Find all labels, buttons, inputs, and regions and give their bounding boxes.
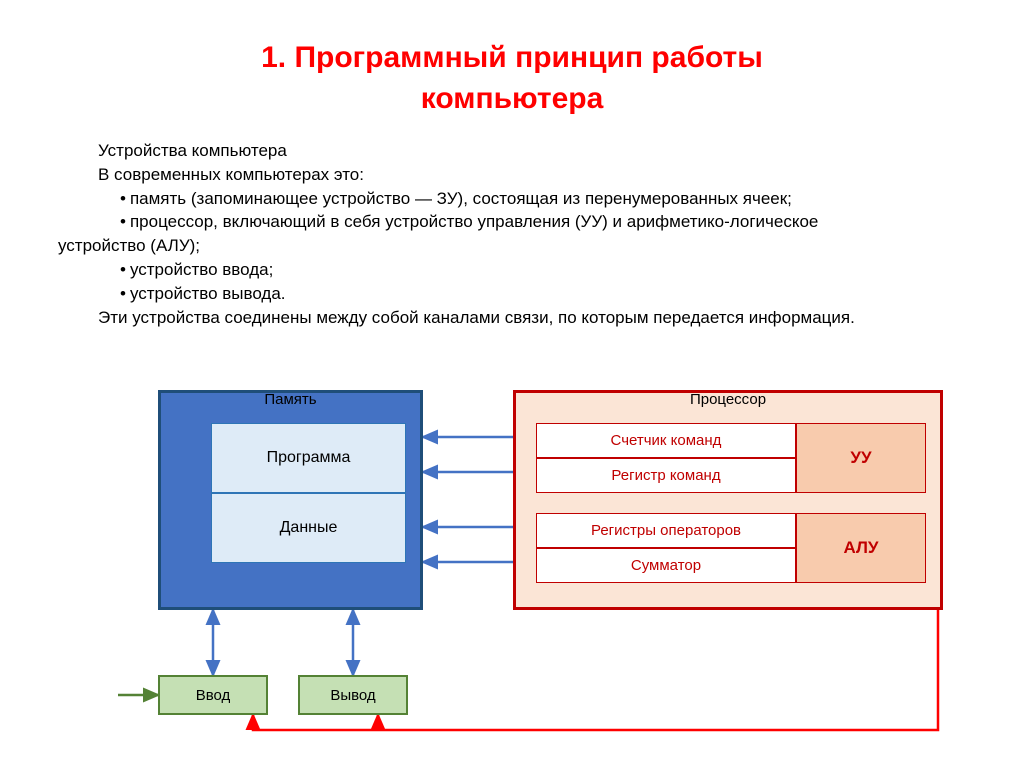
- memory-box-1: Данные: [211, 493, 406, 563]
- processor-side-1: АЛУ: [796, 513, 926, 583]
- text-bullet-1: память (запоминающее устройство — ЗУ), с…: [58, 187, 966, 211]
- processor-side-0: УУ: [796, 423, 926, 493]
- text-bullet-4: устройство вывода.: [58, 282, 966, 306]
- io-box-1: Вывод: [298, 675, 408, 715]
- text-bullet-2b: устройство (АЛУ);: [58, 234, 966, 258]
- processor-row-3: Сумматор: [536, 548, 796, 583]
- processor-title: Процессор: [516, 391, 940, 408]
- processor-row-1: Регистр команд: [536, 458, 796, 493]
- text-bullet-3: устройство ввода;: [58, 258, 966, 282]
- text-line-2: В современных компьютерах это:: [58, 163, 966, 187]
- processor-block: Процессор Счетчик командРегистр команд Ре…: [513, 390, 943, 610]
- io-box-0: Ввод: [158, 675, 268, 715]
- memory-title: Память: [161, 391, 420, 408]
- diagram: Память ПрограммаДанные Процессор Счетчик…: [58, 390, 966, 750]
- page-title: 1. Программный принцип работы компьютера: [0, 0, 1024, 119]
- memory-box-0: Программа: [211, 423, 406, 493]
- text-bullet-2a: процессор, включающий в себя устройство …: [58, 210, 966, 234]
- title-line-1: 1. Программный принцип работы: [261, 41, 763, 74]
- text-line-1: Устройства компьютера: [58, 139, 966, 163]
- text-final: Эти устройства соединены между собой кан…: [58, 306, 966, 330]
- processor-row-2: Регистры операторов: [536, 513, 796, 548]
- processor-row-0: Счетчик команд: [536, 423, 796, 458]
- text-block: Устройства компьютера В современных комп…: [58, 139, 966, 329]
- title-line-2: компьютера: [421, 82, 604, 115]
- memory-block: Память ПрограммаДанные: [158, 390, 423, 610]
